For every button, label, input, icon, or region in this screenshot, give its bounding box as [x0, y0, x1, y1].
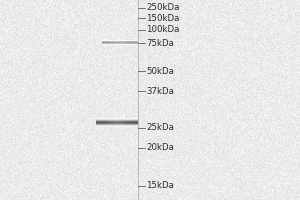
Text: 20kDa: 20kDa	[146, 144, 174, 152]
Text: 37kDa: 37kDa	[146, 86, 174, 96]
Text: 15kDa: 15kDa	[146, 182, 174, 190]
Text: 100kDa: 100kDa	[146, 25, 179, 34]
Text: 75kDa: 75kDa	[146, 38, 174, 47]
Text: 50kDa: 50kDa	[146, 66, 174, 75]
Text: 25kDa: 25kDa	[146, 123, 174, 132]
Text: 150kDa: 150kDa	[146, 14, 179, 23]
Text: 250kDa: 250kDa	[146, 3, 179, 12]
